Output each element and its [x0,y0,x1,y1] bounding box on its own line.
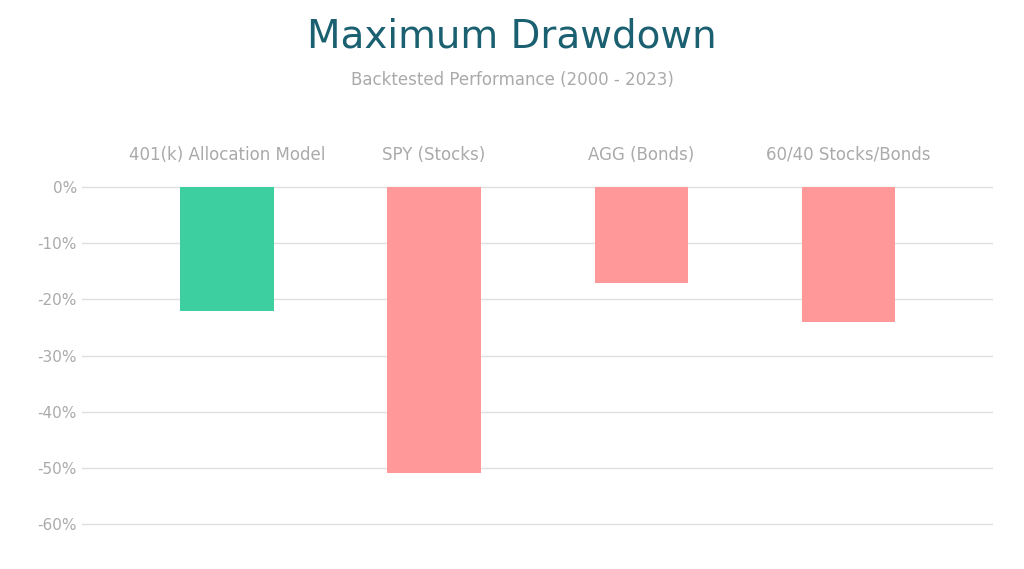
Text: Backtested Performance (2000 - 2023): Backtested Performance (2000 - 2023) [350,71,674,89]
Text: SPY (Stocks): SPY (Stocks) [382,146,485,163]
Text: Maximum Drawdown: Maximum Drawdown [307,17,717,55]
Text: AGG (Bonds): AGG (Bonds) [588,146,694,163]
Text: 60/40 Stocks/Bonds: 60/40 Stocks/Bonds [766,146,931,163]
Bar [802,187,895,322]
Bar [387,187,480,473]
Bar [180,187,273,311]
Text: 401(k) Allocation Model: 401(k) Allocation Model [129,146,325,163]
Bar [595,187,688,283]
